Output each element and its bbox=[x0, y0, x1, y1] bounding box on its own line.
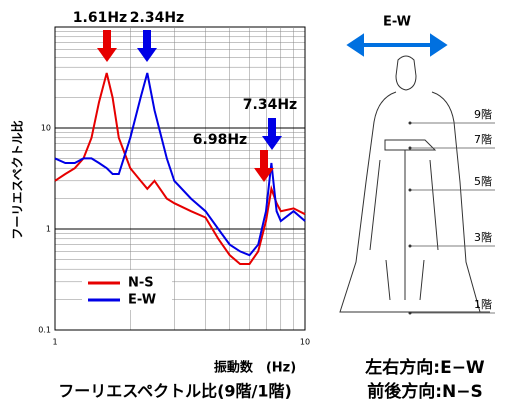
arrow bbox=[262, 118, 282, 150]
floors: 9階 7階 5階 3階 1階 bbox=[408, 107, 495, 315]
floor-label: 3階 bbox=[474, 230, 492, 244]
lines bbox=[54, 72, 306, 265]
legend-label: E-W bbox=[128, 293, 156, 308]
y-tick-label: 10 bbox=[41, 124, 51, 133]
y-tick-label: 1 bbox=[46, 225, 51, 234]
floor-point bbox=[408, 121, 412, 125]
floor-point bbox=[408, 311, 412, 315]
annotation: 1.61Hz bbox=[73, 10, 127, 26]
floor-point bbox=[408, 188, 412, 192]
y-axis-label: フーリエスペクトル比 bbox=[10, 120, 25, 239]
annotation: 2.34Hz bbox=[130, 10, 184, 26]
arrow bbox=[137, 30, 157, 62]
floor-label: 1階 bbox=[474, 297, 492, 311]
y-tick-label: 0.1 bbox=[38, 326, 51, 335]
floor-label: 9階 bbox=[474, 107, 492, 121]
arrow bbox=[97, 30, 117, 62]
floor-label: 7階 bbox=[474, 132, 492, 146]
caption: 左右方向:E−W bbox=[365, 357, 485, 378]
caption: 前後方向:N−S bbox=[367, 381, 483, 402]
direction-arrow bbox=[346, 33, 448, 57]
legend-label: N-S bbox=[128, 276, 154, 291]
floor-point bbox=[408, 244, 412, 248]
caption: フーリエスペクトル比(9階/1階) bbox=[58, 382, 292, 401]
series-line bbox=[54, 72, 306, 265]
legend bbox=[82, 270, 172, 310]
annotation: 7.34Hz bbox=[243, 97, 297, 113]
x-tick-label: 10 bbox=[300, 338, 310, 347]
legend-items: N-S E-W bbox=[88, 276, 156, 308]
statue bbox=[339, 55, 490, 313]
x-axis-label: 振動数 (Hz) bbox=[214, 360, 296, 376]
series-line bbox=[54, 72, 306, 257]
arrow bbox=[254, 150, 274, 182]
direction-label: E-W bbox=[383, 15, 411, 30]
floor-point bbox=[408, 146, 412, 150]
x-tick-label: 1 bbox=[52, 338, 57, 347]
annotation: 6.98Hz bbox=[193, 132, 247, 148]
floor-label: 5階 bbox=[474, 174, 492, 188]
